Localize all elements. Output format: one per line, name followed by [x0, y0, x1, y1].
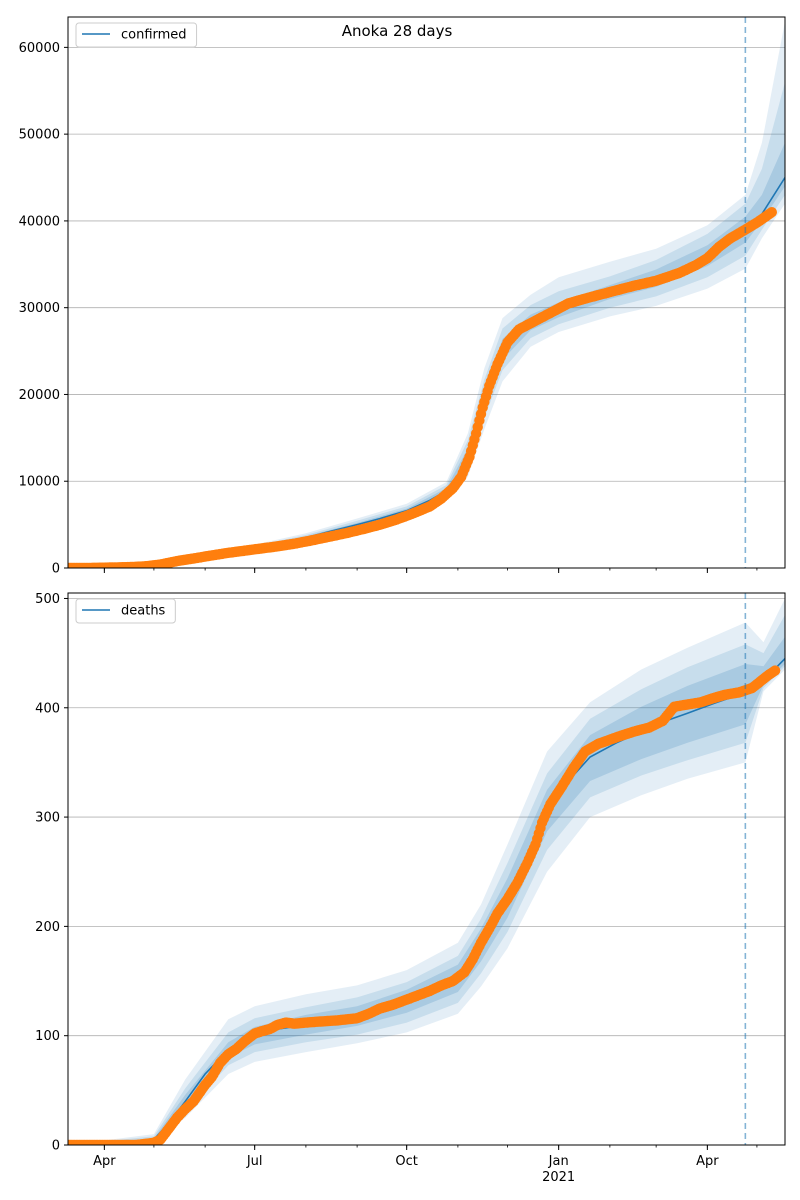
x-tick-label: Apr: [93, 1154, 116, 1169]
y-tick-label: 40000: [19, 214, 60, 229]
legend: deaths: [75, 598, 176, 624]
y-tick-label: 10000: [19, 475, 60, 490]
y-tick-label: 300: [35, 811, 60, 826]
x-tick-label: Apr: [696, 1154, 719, 1169]
y-tick-label: 400: [35, 701, 60, 716]
y-tick-label: 200: [35, 920, 60, 935]
plot-frame: [67, 16, 786, 569]
axes: 0 10000 20000 30000 40000 50000 60000: [19, 16, 786, 577]
y-tick-label: 0: [52, 562, 60, 577]
legend-box: [75, 598, 176, 624]
confidence-bands: [68, 598, 785, 1145]
y-tick-label: 100: [35, 1029, 60, 1044]
x-tick-sublabel: 2021: [542, 1170, 575, 1185]
confidence-band-2: [68, 636, 785, 1145]
x-tick-label: Jan: [548, 1154, 569, 1169]
chart-title: Anoka 28 days: [342, 22, 453, 40]
y-tick-label: 0: [52, 1139, 60, 1154]
y-tick-label: 20000: [19, 388, 60, 403]
confirmed-chart-panel: 0 10000 20000 30000 40000 50000 60000 confirme…: [19, 16, 786, 577]
observed-point: [766, 207, 777, 218]
x-tick-label: Oct: [395, 1154, 417, 1169]
confidence-band-0: [68, 21, 785, 568]
confidence-bands: [68, 21, 785, 568]
y-tick-label: 500: [35, 592, 60, 607]
legend-label-deaths: deaths: [121, 604, 166, 619]
y-tick-label: 60000: [19, 41, 60, 56]
confidence-band-1: [68, 614, 785, 1145]
plot-frame: [67, 592, 786, 1146]
observed-point: [769, 665, 781, 676]
legend: confirmed: [75, 22, 198, 48]
legend-label-confirmed: confirmed: [121, 28, 187, 43]
x-tick-label: Jul: [246, 1154, 263, 1169]
observed-points: [68, 207, 777, 568]
y-tick-label: 30000: [19, 301, 60, 316]
legend-box: [75, 22, 198, 48]
y-tick-label: 50000: [19, 128, 60, 143]
observed-points: [68, 665, 781, 1145]
confidence-band-0: [68, 598, 785, 1145]
